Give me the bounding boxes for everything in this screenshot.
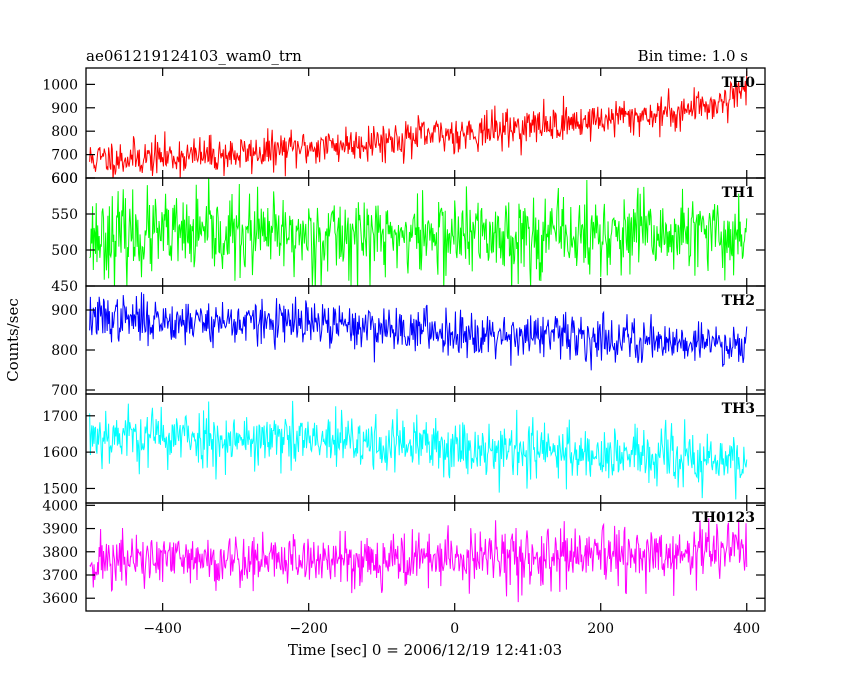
series-label: TH3 <box>722 401 755 417</box>
chart-title-left: ae061219124103_wam0_trn <box>86 47 302 65</box>
y-tick-label: 500 <box>51 243 78 259</box>
x-tick-label: −200 <box>289 621 327 637</box>
panel-th0123: 3600 3700 3800 3900 4000 TH0123 <box>42 498 766 612</box>
y-tick-label: 700 <box>51 383 78 399</box>
x-tick-label: 0 <box>450 621 459 637</box>
y-tick-label: 1700 <box>42 409 78 425</box>
series-label: TH1 <box>722 185 755 201</box>
y-tick-label: 3800 <box>42 545 78 561</box>
y-tick-label: 550 <box>51 207 78 223</box>
y-tick-label: 1600 <box>42 445 78 461</box>
y-tick-label: 3700 <box>42 568 78 584</box>
panel-th1: 450 500 550 600 TH1 <box>51 171 766 295</box>
series-line-th2 <box>89 292 748 371</box>
panel-frame <box>85 285 766 395</box>
panel-th2: 700 800 900 TH2 <box>51 285 766 399</box>
series-label: TH0 <box>722 75 756 91</box>
panel-th0: 600 700 800 900 1000 TH0 <box>42 67 766 187</box>
x-tick-label: −400 <box>143 621 181 637</box>
y-tick-label: 700 <box>51 148 78 164</box>
x-tick-label: 200 <box>587 621 614 637</box>
series-label: TH0123 <box>692 510 755 526</box>
y-tick-label: 1500 <box>42 481 78 497</box>
series-label: TH2 <box>722 293 755 309</box>
y-axis-label: Counts/sec <box>4 298 22 382</box>
y-tick-label: 4000 <box>42 498 78 514</box>
series-line-th0 <box>89 70 748 178</box>
chart-title-right: Bin time: 1.0 s <box>638 47 748 65</box>
series-line-th0123 <box>89 518 748 603</box>
x-axis-label: Time [sec] 0 = 2006/12/19 12:41:03 <box>288 641 562 659</box>
y-tick-label: 800 <box>51 124 78 140</box>
y-tick-label: 900 <box>51 101 78 117</box>
series-line-th1 <box>89 178 748 286</box>
series-line-th3 <box>89 400 748 500</box>
panel-frame <box>85 67 766 179</box>
y-tick-label: 3900 <box>42 522 78 538</box>
x-tick-label: 400 <box>733 621 760 637</box>
x-axis: −400 −200 0 200 400 <box>143 621 760 637</box>
y-tick-label: 900 <box>51 303 78 319</box>
y-tick-label: 600 <box>51 171 78 187</box>
y-tick-label: 800 <box>51 343 78 359</box>
panel-th3: 1500 1600 1700 TH3 <box>42 393 766 504</box>
y-tick-label: 450 <box>51 279 78 295</box>
y-tick-label: 600 <box>51 171 78 187</box>
y-tick-label: 1000 <box>42 77 78 93</box>
panel-frame <box>85 502 766 612</box>
y-tick-label: 3600 <box>42 591 78 607</box>
